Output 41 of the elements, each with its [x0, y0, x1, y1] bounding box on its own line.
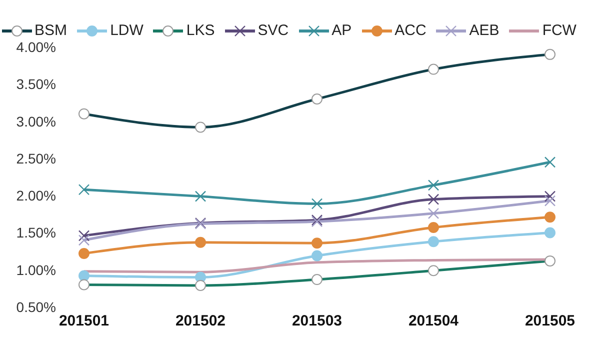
- point: [78, 184, 90, 196]
- point: [194, 190, 206, 202]
- point: [428, 180, 440, 191]
- y-tick-label: 2.00%: [16, 188, 56, 204]
- legend-label: BSM: [34, 22, 68, 39]
- legend-label: SVC: [256, 22, 289, 39]
- point: [428, 222, 439, 234]
- legend-label: FCW: [541, 22, 576, 39]
- legend-label: AEB: [468, 22, 500, 39]
- point: [195, 236, 206, 248]
- point: [78, 234, 90, 246]
- legend-label: ACC: [394, 22, 426, 39]
- x-tick-label: 201503: [292, 312, 342, 330]
- y-tick-label: 2.50%: [16, 150, 56, 166]
- point: [428, 194, 440, 205]
- y-tick-label: 4.00%: [16, 38, 56, 55]
- legend-label: LKS: [185, 22, 215, 39]
- point: [311, 198, 323, 210]
- y-tick-label: 0.50%: [16, 298, 56, 315]
- point: [78, 230, 90, 242]
- point: [544, 227, 556, 238]
- point: [544, 195, 556, 206]
- point: [428, 208, 440, 219]
- y-tick-label: 1.00%: [16, 262, 56, 278]
- point: [428, 236, 439, 248]
- y-tick-label: 3.00%: [16, 113, 56, 130]
- y-tick-label: 1.50%: [16, 224, 56, 241]
- legend-label: AP: [330, 22, 352, 39]
- x-tick-label: 201501: [58, 312, 110, 330]
- x-tick-label: 201505: [524, 312, 576, 330]
- x-tick-label: 201502: [175, 312, 226, 330]
- point: [312, 238, 322, 249]
- point: [544, 212, 556, 223]
- point: [544, 190, 556, 202]
- point: [312, 250, 322, 262]
- legend-label: LDW: [109, 22, 144, 39]
- point: [78, 270, 90, 282]
- point: [78, 248, 90, 260]
- y-tick-label: 3.50%: [16, 76, 56, 92]
- x-tick-label: 201504: [408, 312, 460, 330]
- point: [544, 156, 556, 168]
